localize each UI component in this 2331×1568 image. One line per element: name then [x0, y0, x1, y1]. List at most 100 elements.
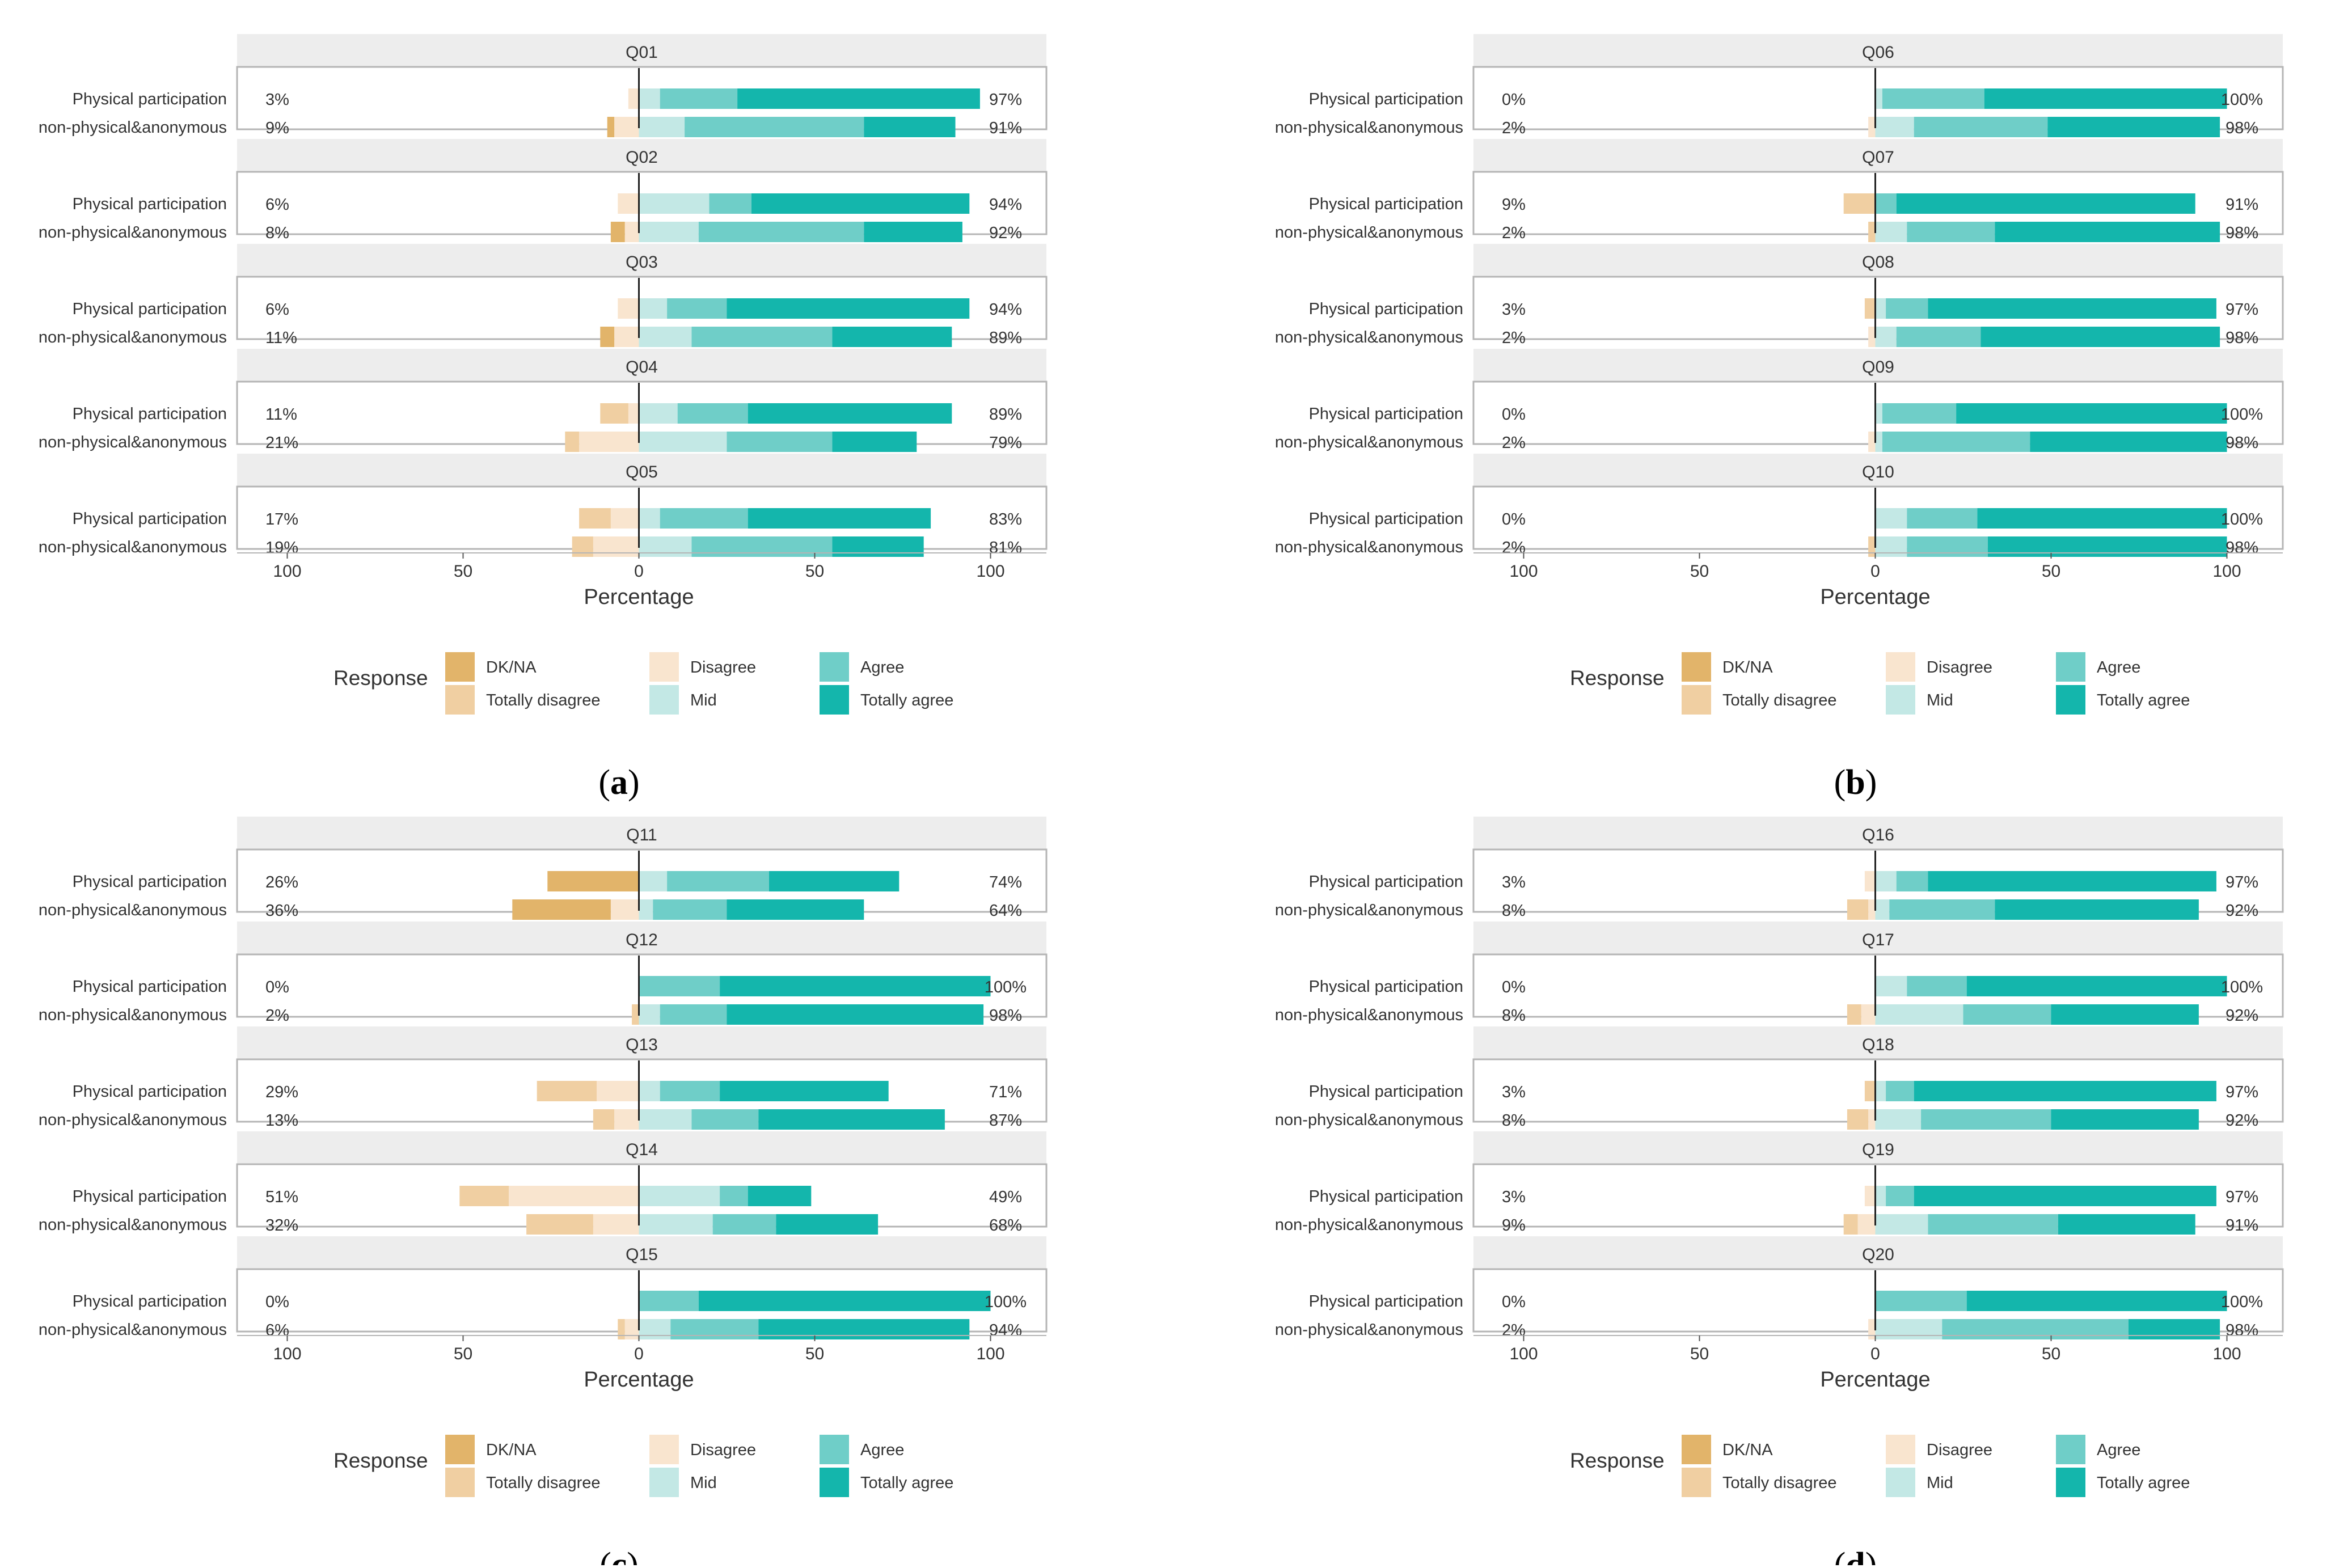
row-group-label: Physical participation [1309, 1083, 1463, 1101]
bar-segment-mid [1875, 432, 1882, 452]
x-axis-title: Percentage [584, 585, 694, 609]
bar-segment-totally-disagree [1847, 1109, 1869, 1130]
bar-row: Physical participation 6% 94% [73, 298, 1022, 319]
bar-row: non-physical&anonymous 2% 98% [1275, 117, 2258, 137]
bar-segment-disagree [1868, 1109, 1876, 1130]
disagree-percent-label: 6% [265, 1321, 289, 1339]
bar-segment-disagree [1868, 1319, 1876, 1339]
bar-row: non-physical&anonymous 8% 92% [1275, 1004, 2258, 1025]
facet-label: Q09 [1862, 358, 1894, 377]
row-group-label: Physical participation [73, 1083, 227, 1101]
legend-label: Agree [860, 658, 904, 677]
facet-strip [237, 1236, 1046, 1270]
facet-label: Q17 [1862, 931, 1894, 949]
bar-segment-agree [1907, 536, 1988, 557]
x-tick-label: 100 [273, 1345, 301, 1363]
facet-label: Q18 [1862, 1036, 1894, 1054]
row-group-label: non-physical&anonymous [39, 328, 227, 346]
legend-label: DK/NA [1722, 1441, 1773, 1459]
disagree-percent-label: 21% [265, 434, 298, 452]
disagree-percent-label: 2% [1502, 539, 1526, 557]
agree-percent-label: 100% [2221, 1293, 2263, 1311]
disagree-percent-label: 9% [265, 119, 289, 137]
row-group-label: non-physical&anonymous [39, 538, 227, 556]
legend-label: Totally disagree [1722, 691, 1837, 709]
bar-row: non-physical&anonymous 13% 87% [39, 1109, 1022, 1130]
facet-strip [1473, 244, 2283, 278]
x-tick-label: 100 [2212, 562, 2241, 581]
facet-label: Q14 [626, 1140, 658, 1159]
agree-percent-label: 98% [2226, 329, 2258, 347]
bar-row: Physical participation 29% 71% [73, 1081, 1022, 1101]
bar-segment-mid [1875, 88, 1882, 109]
bar-segment-mid [1875, 222, 1907, 242]
question-block-Q18: Q18 Physical participation 3% 97% non-physic… [1275, 1026, 2284, 1130]
disagree-percent-label: 17% [265, 510, 298, 529]
legend-swatch-ta [2056, 685, 2085, 715]
bar-row: Physical participation 17% 83% [73, 508, 1022, 529]
bar-segment-totally-disagree [1864, 1081, 1876, 1101]
bar-segment-disagree [1864, 1186, 1876, 1206]
legend-swatch-d [1886, 652, 1915, 682]
question-block-Q14: Q14 Physical participation 51% 49% non-physi… [39, 1131, 1048, 1235]
panel-letter-paren: ( [599, 1546, 611, 1565]
bar-segment-totally-disagree [1868, 536, 1876, 557]
bar-segment-disagree [593, 1214, 639, 1235]
legend-swatch-d [649, 652, 679, 682]
legend-swatch-mid [1886, 1468, 1915, 1497]
panel-letter: (d) [1834, 1546, 1877, 1565]
bar-segment-mid [639, 1319, 671, 1339]
agree-percent-label: 87% [989, 1111, 1022, 1130]
panel-letter-text: d [1846, 1546, 1865, 1565]
legend-swatch-td [1682, 685, 1711, 715]
question-block-Q20: Q20 Physical participation 0% 100% non-physi… [1275, 1236, 2284, 1339]
bar-segment-agree [709, 193, 751, 214]
bar-segment-mid [639, 403, 678, 424]
bar-segment-mid [639, 1004, 660, 1025]
facet-label: Q08 [1862, 253, 1894, 272]
legend-label: Totally agree [2097, 691, 2190, 709]
bar-segment-mid [639, 508, 660, 529]
bar-segment-disagree [628, 403, 639, 424]
legend-label: Disagree [1927, 1441, 1992, 1459]
bar-row: Physical participation 26% 74% [73, 871, 1022, 891]
bar-segment-totally-agree [2051, 1004, 2199, 1025]
disagree-percent-label: 2% [1502, 434, 1526, 452]
panel-letter-text: c [611, 1546, 627, 1565]
x-tick-label: 100 [273, 562, 301, 581]
legend-swatch-mid [1886, 685, 1915, 715]
row-group-label: Physical participation [73, 1187, 227, 1206]
legend-swatch-a [2056, 652, 2085, 682]
row-group-label: non-physical&anonymous [1275, 433, 1463, 451]
legend-title: Response [333, 1449, 428, 1472]
disagree-percent-label: 8% [265, 224, 289, 242]
bar-row: non-physical&anonymous 9% 91% [39, 117, 1022, 137]
disagree-percent-label: 19% [265, 539, 298, 557]
agree-percent-label: 100% [985, 1293, 1027, 1311]
bar-segment-mid [1875, 403, 1882, 424]
agree-percent-label: 94% [989, 196, 1022, 214]
row-group-label: Physical participation [1309, 978, 1463, 996]
disagree-percent-label: 2% [1502, 224, 1526, 242]
question-block-Q17: Q17 Physical participation 0% 100% non-physi… [1275, 922, 2284, 1025]
bar-segment-agree [691, 1109, 759, 1130]
bar-row: non-physical&anonymous 2% 98% [1275, 222, 2258, 242]
bar-segment-totally-agree [1914, 1081, 2216, 1101]
bar-segment-totally-disagree [459, 1186, 509, 1206]
row-group-label: non-physical&anonymous [39, 1216, 227, 1234]
question-block-Q02: Q02 Physical participation 6% 94% non-physic… [39, 139, 1048, 242]
bar-row: Physical participation 3% 97% [1309, 1186, 2258, 1206]
facet-label: Q13 [626, 1036, 658, 1054]
row-group-label: Physical participation [1309, 405, 1463, 423]
row-group-label: non-physical&anonymous [39, 223, 227, 242]
agree-percent-label: 98% [2226, 434, 2258, 452]
legend-label: DK/NA [486, 658, 537, 677]
bar-segment-agree [1875, 1291, 1967, 1311]
facet-strip [237, 922, 1046, 956]
bar-segment-mid [1875, 976, 1907, 996]
agree-percent-label: 98% [2226, 539, 2258, 557]
bar-segment-mid [1875, 1186, 1886, 1206]
bar-segment-disagree [614, 117, 639, 137]
